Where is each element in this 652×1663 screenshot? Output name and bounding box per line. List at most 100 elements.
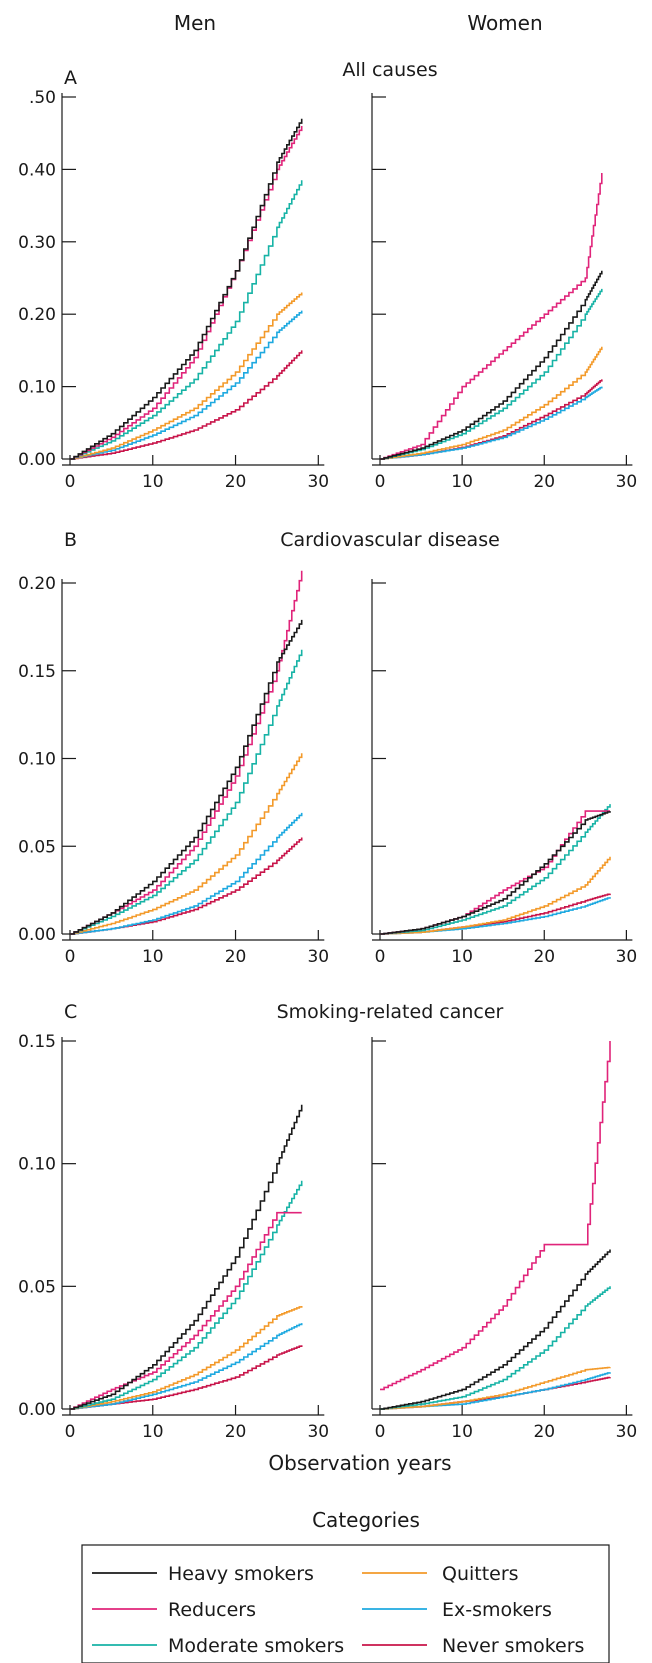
legend-label: Never smokers bbox=[442, 1635, 584, 1657]
legend-box bbox=[81, 1544, 610, 1663]
series-line-reducers bbox=[380, 173, 603, 460]
x-tick-label: 20 bbox=[225, 1422, 247, 1442]
series-line-heavy-smokers bbox=[70, 1104, 303, 1410]
panel-letter-a: A bbox=[64, 67, 77, 89]
y-tick-label: 0.00 bbox=[18, 450, 56, 470]
y-tick-label: 0.10 bbox=[18, 378, 56, 398]
panel-letter-b: B bbox=[64, 529, 77, 551]
x-tick-label: 30 bbox=[307, 947, 329, 967]
x-tick-label: 30 bbox=[616, 1422, 638, 1442]
y-tick-label: 0.15 bbox=[18, 662, 56, 682]
series-line-reducers bbox=[380, 1041, 611, 1391]
series-line-moderate-smokers bbox=[70, 649, 303, 935]
series-line-quitters bbox=[380, 346, 603, 460]
series-line-reducers bbox=[380, 810, 610, 935]
series-line-ex-smokers bbox=[70, 812, 303, 935]
legend-title: Categories bbox=[312, 1508, 420, 1532]
series-line-moderate-smokers bbox=[380, 1286, 611, 1410]
x-tick-label: 20 bbox=[225, 947, 247, 967]
x-tick-label: 10 bbox=[142, 1422, 164, 1442]
x-tick-label: 20 bbox=[533, 1422, 555, 1442]
legend-label: Ex-smokers bbox=[442, 1599, 552, 1621]
y-tick-label: .50 bbox=[29, 88, 56, 108]
series-line-heavy-smokers bbox=[380, 270, 603, 460]
series-line-heavy-smokers bbox=[380, 1249, 611, 1410]
x-tick-label: 10 bbox=[451, 1422, 473, 1442]
x-tick-label: 20 bbox=[533, 947, 555, 967]
plot-b-men: 0.00 0.05 0.10 0.15 0.20 0 10 20 30 bbox=[18, 570, 329, 967]
x-tick-label: 30 bbox=[307, 1422, 329, 1442]
legend: Heavy smokers Quitters Reducers Ex-smokers M… bbox=[81, 1544, 610, 1663]
panel-title-all-causes: All causes bbox=[342, 59, 437, 81]
legend-item-moderate-smokers: Moderate smokers bbox=[92, 1635, 344, 1657]
y-tick-label: 0.10 bbox=[18, 1155, 56, 1175]
panel-title-cardiovascular: Cardiovascular disease bbox=[280, 529, 500, 551]
plot-a-men: 0.00 0.10 0.20 0.30 0.40 .50 0 10 20 30 bbox=[18, 88, 329, 492]
series-line-reducers bbox=[70, 1211, 302, 1410]
x-tick-label: 20 bbox=[225, 472, 247, 492]
series-line-quitters bbox=[70, 292, 303, 460]
x-tick-label: 30 bbox=[616, 947, 638, 967]
panel-letter-c: C bbox=[64, 1001, 77, 1023]
x-tick-label: 30 bbox=[307, 472, 329, 492]
plot-b-women: 0 10 20 30 bbox=[371, 579, 638, 967]
x-tick-label: 10 bbox=[142, 472, 164, 492]
series-line-moderate-smokers bbox=[70, 180, 303, 460]
column-heading-men: Men bbox=[174, 11, 216, 35]
legend-label: Moderate smokers bbox=[168, 1635, 344, 1657]
y-tick-label: 0.15 bbox=[18, 1032, 56, 1052]
plot-c-men: 0.00 0.05 0.10 0.15 0 10 20 30 bbox=[18, 1032, 329, 1442]
y-tick-label: 0.40 bbox=[18, 160, 56, 180]
legend-item-quitters: Quitters bbox=[362, 1563, 519, 1585]
legend-item-ex-smokers: Ex-smokers bbox=[362, 1599, 552, 1621]
x-tick-label: 10 bbox=[451, 947, 473, 967]
legend-item-heavy-smokers: Heavy smokers bbox=[92, 1563, 314, 1585]
x-tick-label: 0 bbox=[65, 947, 76, 967]
y-tick-label: 0.00 bbox=[18, 1400, 56, 1420]
x-tick-label: 0 bbox=[375, 472, 386, 492]
series-line-never-smokers bbox=[380, 893, 611, 935]
legend-label: Heavy smokers bbox=[168, 1563, 314, 1585]
series-line-quitters bbox=[380, 1366, 611, 1410]
y-tick-label: 0.20 bbox=[18, 574, 56, 594]
legend-item-never-smokers: Never smokers bbox=[362, 1635, 584, 1657]
series-line-quitters bbox=[70, 753, 303, 935]
panel-title-cancer: Smoking-related cancer bbox=[277, 1001, 504, 1023]
x-axis-title: Observation years bbox=[268, 1451, 451, 1475]
x-tick-label: 10 bbox=[142, 947, 164, 967]
series-line-never-smokers bbox=[70, 350, 303, 460]
series-line-heavy-smokers bbox=[70, 118, 303, 460]
series-line-moderate-smokers bbox=[70, 1180, 303, 1410]
x-tick-label: 20 bbox=[533, 472, 555, 492]
plot-c-women: 0 10 20 30 bbox=[371, 1037, 638, 1442]
x-tick-label: 0 bbox=[65, 472, 76, 492]
series-line-moderate-smokers bbox=[380, 804, 611, 935]
legend-label: Reducers bbox=[168, 1599, 256, 1621]
series-line-reducers bbox=[70, 126, 303, 460]
column-heading-women: Women bbox=[467, 11, 542, 35]
y-tick-label: 0.20 bbox=[18, 305, 56, 325]
series-line-ex-smokers bbox=[380, 386, 603, 460]
x-tick-label: 0 bbox=[375, 1422, 386, 1442]
series-line-quitters bbox=[380, 856, 611, 935]
legend-item-reducers: Reducers bbox=[92, 1599, 256, 1621]
series-line-moderate-smokers bbox=[380, 288, 603, 460]
legend-label: Quitters bbox=[442, 1563, 519, 1585]
y-tick-label: 0.05 bbox=[18, 1277, 56, 1297]
x-tick-label: 0 bbox=[375, 947, 386, 967]
y-tick-label: 0.30 bbox=[18, 233, 56, 253]
y-tick-label: 0.00 bbox=[18, 925, 56, 945]
series-line-ex-smokers bbox=[70, 310, 303, 460]
x-tick-label: 0 bbox=[65, 1422, 76, 1442]
y-tick-label: 0.05 bbox=[18, 837, 56, 857]
series-line-heavy-smokers bbox=[70, 619, 303, 935]
series-line-heavy-smokers bbox=[380, 811, 611, 935]
series-line-reducers bbox=[70, 570, 303, 935]
x-tick-label: 30 bbox=[616, 472, 638, 492]
y-tick-label: 0.10 bbox=[18, 750, 56, 770]
plot-a-women: 0 10 20 30 bbox=[371, 93, 638, 492]
x-tick-label: 10 bbox=[451, 472, 473, 492]
series-line-quitters bbox=[70, 1306, 303, 1410]
series-line-ex-smokers bbox=[70, 1323, 303, 1410]
